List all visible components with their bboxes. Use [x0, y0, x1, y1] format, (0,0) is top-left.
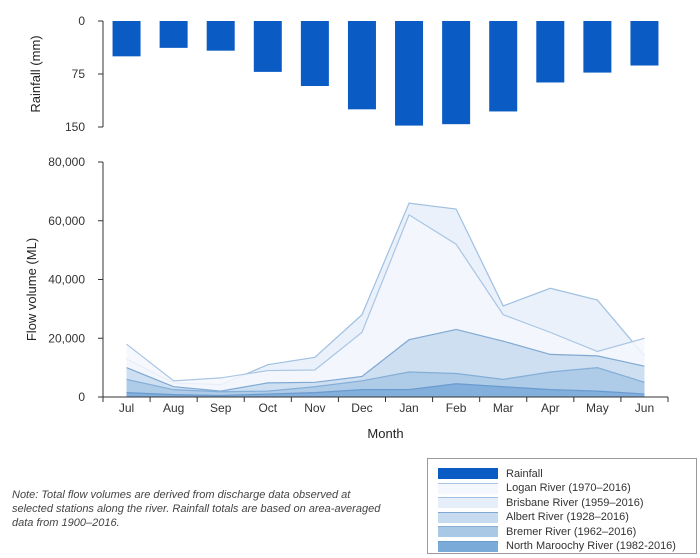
flow-y-axis-label: Flow volume (ML) — [24, 238, 39, 341]
x-tick-label-jun: Jun — [635, 401, 654, 415]
x-tick-label-mar: Mar — [493, 401, 514, 415]
x-tick-label-jan: Jan — [399, 401, 418, 415]
legend-item: Bremer River (1962–2016) — [438, 525, 636, 538]
rainfall-bar-oct — [253, 21, 282, 72]
rainfall-bar-jun — [630, 21, 659, 66]
area-north-maroochy-river — [126, 383, 645, 397]
x-tick-label-jul: Jul — [119, 401, 134, 415]
flow-y-tick-label: 0 — [78, 390, 85, 404]
legend-label: Albert River (1928–2016) — [506, 511, 629, 523]
legend-label: Rainfall — [506, 467, 543, 480]
rainfall-bar-jul — [112, 21, 141, 57]
legend-item: North Maroochy River (1982-2016) — [438, 540, 676, 553]
legend-item: Brisbane River (1959–2016) — [438, 496, 644, 509]
flow-y-tick-label: 60,000 — [48, 214, 85, 228]
legend-item: Logan River (1970–2016) — [438, 482, 631, 495]
legend-swatch — [438, 482, 498, 494]
rainfall-bar-aug — [159, 21, 188, 48]
legend-item: Rainfall — [438, 467, 543, 480]
x-tick-label-sep: Sep — [210, 401, 232, 415]
rainfall-bar-apr — [536, 21, 565, 83]
x-tick-label-nov: Nov — [304, 401, 325, 415]
line-north-maroochy-river — [126, 383, 645, 397]
legend-item: Albert River (1928–2016) — [438, 511, 629, 524]
rainfall-y-tick-label: 0 — [78, 14, 85, 28]
line-logan-river — [126, 213, 645, 382]
legend-swatch — [438, 526, 498, 537]
x-tick-label-dec: Dec — [351, 401, 372, 415]
rainfall-bar-feb — [442, 21, 471, 125]
rainfall-bar-may — [583, 21, 612, 73]
rainfall-bar-dec — [347, 21, 376, 110]
legend-label: North Maroochy River (1982-2016) — [506, 540, 676, 552]
legend-label: Brisbane River (1959–2016) — [506, 496, 644, 509]
x-tick-label-may: May — [586, 401, 609, 415]
rainfall-bar-sep — [206, 21, 235, 51]
legend-label: Logan River (1970–2016) — [506, 482, 631, 494]
rainfall-y-axis-label: Rainfall (mm) — [28, 35, 43, 112]
legend-swatch — [438, 511, 498, 523]
flow-y-tick-label: 40,000 — [48, 273, 85, 287]
rainfall-bar-nov — [300, 21, 329, 87]
rainfall-y-tick-label: 150 — [65, 120, 85, 134]
flow-y-tick-label: 80,000 — [48, 155, 85, 169]
legend-swatch — [438, 497, 498, 508]
x-tick-label-feb: Feb — [446, 401, 467, 415]
x-tick-label-oct: Oct — [258, 401, 277, 415]
flow-y-tick-label: 20,000 — [48, 331, 85, 345]
line-bremer-river — [126, 367, 645, 393]
legend: Rainfall Logan River (1970–2016) Brisbane … — [427, 458, 697, 554]
rainfall-bar-jan — [395, 21, 424, 126]
flow-chart: 0 20,000 40,000 60,000 80,000 Jul Aug Sep Oct Nov… — [24, 155, 669, 441]
x-tick-label-apr: Apr — [541, 401, 560, 415]
rainfall-y-tick-label: 75 — [72, 67, 86, 81]
legend-swatch — [438, 468, 498, 479]
chart-note: Note: Total flow volumes are derived fro… — [12, 489, 381, 529]
legend-label: Bremer River (1962–2016) — [506, 525, 637, 538]
x-tick-label-aug: Aug — [163, 401, 184, 415]
rainfall-chart: 0 75 150 Rainfall (mm) — [28, 14, 659, 134]
x-axis-label: Month — [367, 426, 403, 441]
rainfall-bar-mar — [489, 21, 518, 112]
legend-swatch — [438, 540, 498, 552]
line-albert-river — [126, 328, 645, 392]
